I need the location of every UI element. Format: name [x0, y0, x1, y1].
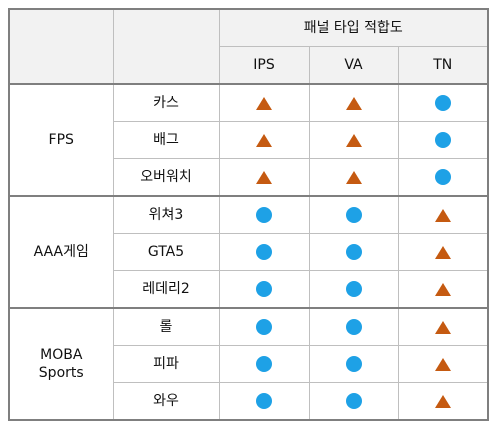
triangle-icon — [256, 133, 272, 147]
table-row: 레데리2 — [9, 270, 490, 309]
category-cell: AAA게임 — [8, 195, 114, 309]
triangle-icon — [256, 96, 272, 110]
triangle-icon — [434, 282, 451, 296]
suitability-cell-tn — [397, 158, 490, 197]
table-row: 오버워치 — [9, 158, 490, 197]
suitability-cell-va — [308, 83, 399, 122]
game-name-cell: GTA5 — [112, 233, 220, 271]
suitability-cell-tn — [397, 121, 490, 159]
triangle-icon — [345, 133, 362, 147]
circle-icon — [256, 393, 272, 409]
suitability-cell-va — [308, 158, 399, 197]
suitability-cell-ips — [218, 233, 310, 271]
table-row: 배그 — [9, 121, 490, 159]
triangle-icon — [434, 394, 451, 408]
game-name-cell: 레데리2 — [112, 270, 220, 309]
table-row: MOBA Sports 롤 — [8, 307, 490, 421]
suitability-cell-tn — [397, 270, 490, 309]
triangle-icon — [345, 170, 362, 184]
suitability-cell-ips — [218, 83, 310, 122]
table-row: AAA게임 위쳐3 — [8, 195, 490, 309]
circle-icon — [345, 244, 362, 260]
header-group-title: 패널 타입 적합도 — [218, 8, 490, 47]
suitability-cell-va — [308, 195, 399, 234]
suitability-cell-va — [308, 121, 399, 159]
suitability-cell-tn — [397, 307, 490, 346]
header-corner-game — [112, 8, 220, 85]
suitability-cell-ips — [218, 195, 310, 234]
game-name-cell: 롤 — [112, 307, 220, 346]
header-column-ips: IPS — [218, 46, 310, 85]
circle-icon — [434, 169, 451, 185]
suitability-cell-ips — [218, 121, 310, 159]
table-row: 와우 — [9, 382, 490, 421]
circle-icon — [345, 356, 362, 372]
table-row: GTA5 — [9, 233, 490, 271]
game-name-cell: 배그 — [112, 121, 220, 159]
suitability-cell-va — [308, 307, 399, 346]
suitability-cell-va — [308, 270, 399, 309]
suitability-cell-ips — [218, 382, 310, 421]
triangle-icon — [434, 208, 451, 222]
circle-icon — [256, 356, 272, 372]
suitability-cell-va — [308, 233, 399, 271]
circle-icon — [256, 281, 272, 297]
game-name-cell: 카스 — [112, 83, 220, 122]
suitability-cell-tn — [397, 345, 490, 383]
suitability-cell-tn — [397, 195, 490, 234]
game-name-cell: 위쳐3 — [112, 195, 220, 234]
suitability-cell-tn — [397, 83, 490, 122]
circle-icon — [345, 393, 362, 409]
header-column-va: VA — [308, 46, 399, 85]
triangle-icon — [434, 245, 451, 259]
circle-icon — [256, 319, 272, 335]
category-cell: FPS — [8, 83, 114, 197]
panel-suitability-table: 패널 타입 적합도 IPS VA TN FPS 카스 배그 오버워치 AAA게임 위쳐3 G… — [8, 8, 490, 421]
triangle-icon — [434, 357, 451, 371]
suitability-cell-ips — [218, 345, 310, 383]
suitability-cell-va — [308, 345, 399, 383]
circle-icon — [345, 319, 362, 335]
game-name-cell: 피파 — [112, 345, 220, 383]
suitability-cell-tn — [397, 382, 490, 421]
suitability-cell-va — [308, 382, 399, 421]
circle-icon — [434, 132, 451, 148]
triangle-icon — [256, 170, 272, 184]
circle-icon — [345, 207, 362, 223]
suitability-cell-ips — [218, 270, 310, 309]
suitability-cell-ips — [218, 307, 310, 346]
suitability-cell-ips — [218, 158, 310, 197]
circle-icon — [345, 281, 362, 297]
circle-icon — [256, 207, 272, 223]
circle-icon — [256, 244, 272, 260]
header-corner-category — [8, 8, 114, 85]
table-row: 피파 — [9, 345, 490, 383]
table-row: FPS 카스 — [8, 83, 490, 197]
suitability-cell-tn — [397, 233, 490, 271]
triangle-icon — [434, 320, 451, 334]
triangle-icon — [345, 96, 362, 110]
circle-icon — [434, 95, 451, 111]
category-cell: MOBA Sports — [8, 307, 114, 421]
game-name-cell: 와우 — [112, 382, 220, 421]
header-column-tn: TN — [397, 46, 490, 85]
game-name-cell: 오버워치 — [112, 158, 220, 197]
